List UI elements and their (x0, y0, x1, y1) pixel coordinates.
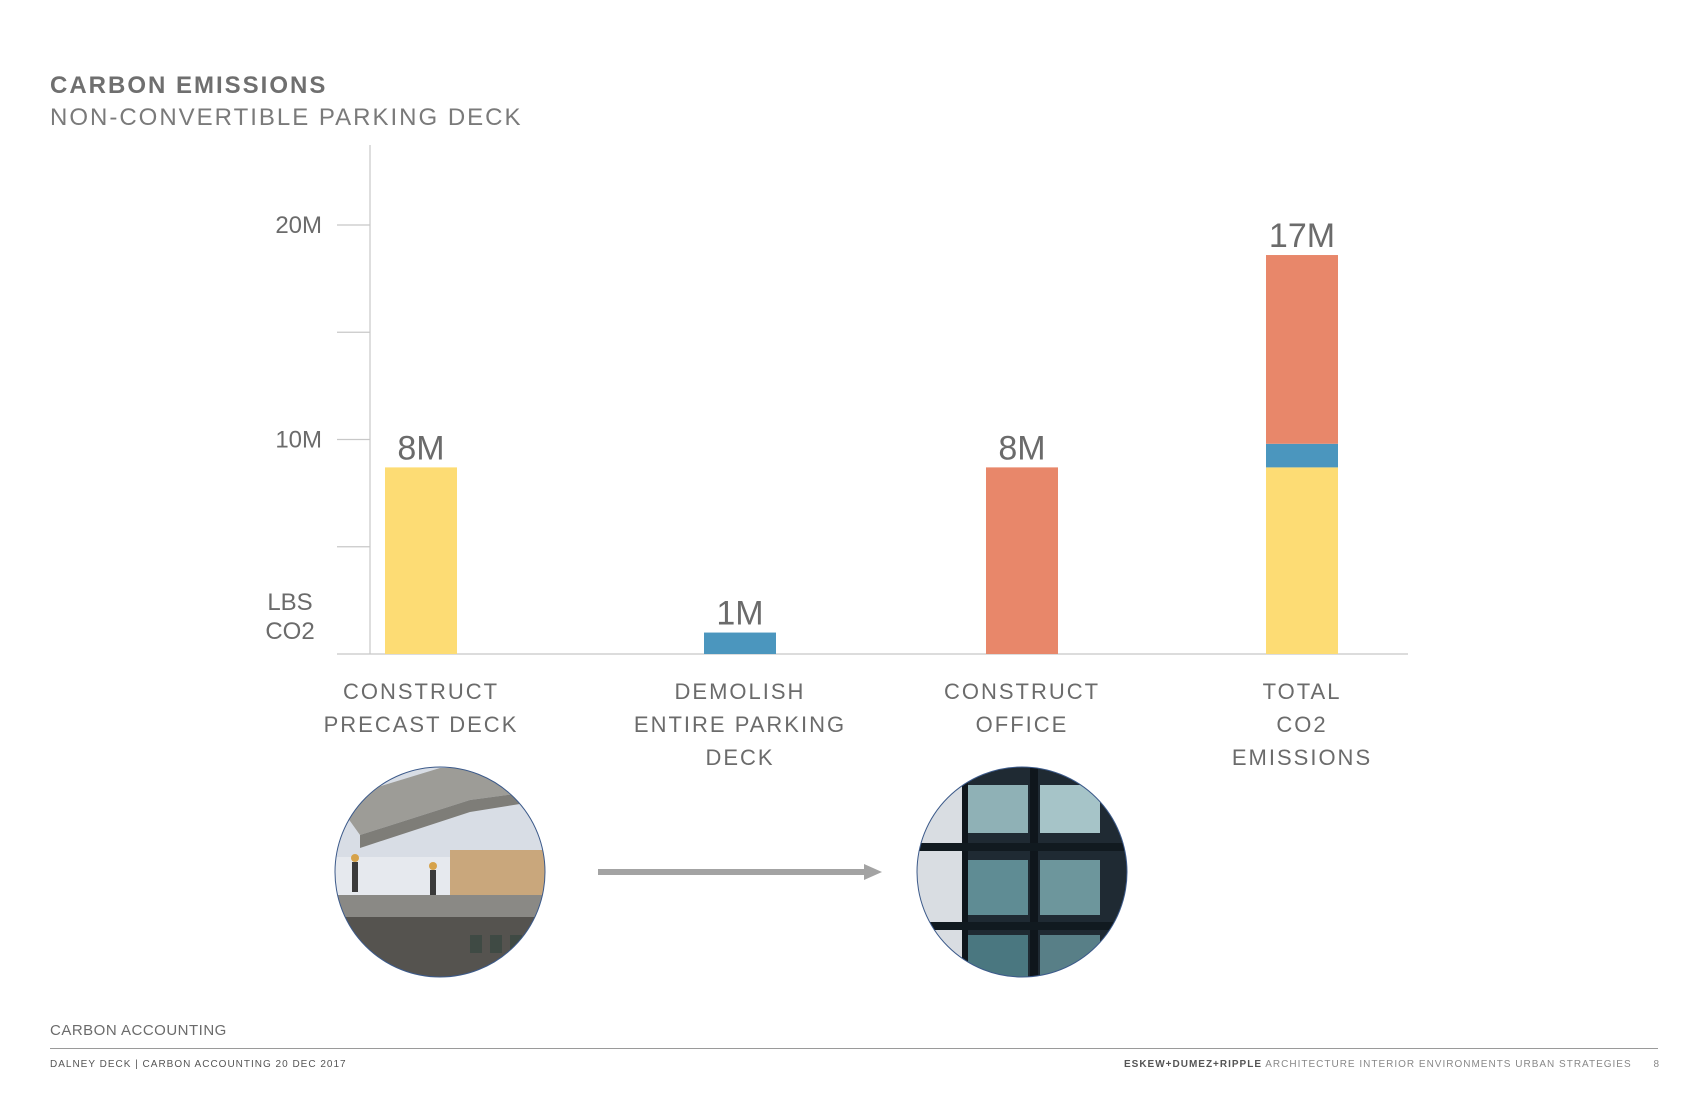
bar-value-label: 8M (397, 429, 444, 467)
footer-firm-info: ESKEW+DUMEZ+RIPPLE ARCHITECTURE INTERIOR… (1124, 1059, 1660, 1070)
bar-segment-office (986, 467, 1058, 654)
firm-tagline: ARCHITECTURE INTERIOR ENVIRONMENTS URBAN… (1265, 1059, 1632, 1070)
category-label: ENTIRE PARKING (634, 712, 846, 737)
y-axis-label: LBS (267, 589, 312, 616)
office-photo-frame (916, 766, 1128, 978)
bar-segment-precast (385, 467, 457, 654)
bar-value-label: 8M (998, 429, 1045, 467)
precast-deck-photo (335, 767, 545, 977)
bar-value-label: 17M (1269, 217, 1335, 255)
transition-arrow (598, 864, 882, 880)
bar-segment-demolish (704, 632, 776, 654)
bar-segment-demolish (1266, 443, 1338, 468)
y-tick-label: 20M (275, 212, 322, 239)
bar-value-label: 1M (716, 595, 763, 633)
category-label: PRECAST DECK (324, 712, 519, 737)
category-label: TOTAL (1263, 679, 1342, 704)
firm-name: ESKEW+DUMEZ+RIPPLE (1123, 1059, 1263, 1070)
category-label: OFFICE (976, 712, 1069, 737)
y-axis-label: CO2 (265, 618, 314, 645)
category-label: CO2 (1276, 712, 1327, 737)
bar-segment-office (1266, 255, 1338, 444)
page-subtitle: NON-CONVERTIBLE PARKING DECK (50, 104, 523, 131)
category-label: DECK (705, 745, 774, 770)
category-label: CONSTRUCT (944, 679, 1100, 704)
precast-photo-frame (334, 766, 546, 978)
category-label: DEMOLISH (675, 679, 806, 704)
category-label: EMISSIONS (1232, 745, 1372, 770)
footer-divider (50, 1048, 1658, 1049)
page-number: 8 (1653, 1059, 1660, 1070)
footer-project-info: DALNEY DECK | CARBON ACCOUNTING 20 DEC 2… (50, 1059, 347, 1070)
category-label: CONSTRUCT (343, 679, 499, 704)
y-tick-label: 10M (275, 427, 322, 454)
section-label: CARBON ACCOUNTING (50, 1022, 227, 1039)
page-title: CARBON EMISSIONS (50, 72, 328, 99)
office-facade-photo (917, 767, 1127, 977)
bar-segment-precast (1266, 467, 1338, 654)
